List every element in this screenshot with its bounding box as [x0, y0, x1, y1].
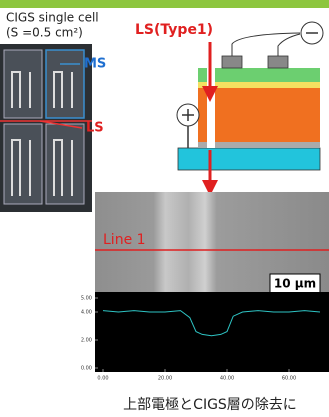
y-tick-label: 2.00: [81, 338, 92, 344]
x-tick-label: 60.00: [282, 376, 296, 382]
top-bar: [0, 0, 329, 8]
ls-label: LS: [86, 121, 104, 136]
ms-label: MS: [84, 57, 106, 72]
y-tick-label: 0.00: [81, 366, 92, 372]
figure: CIGS single cell (S =0.5 cm²) MS LS LS(T…: [0, 0, 329, 417]
profile-plot: [95, 292, 329, 372]
photo-area: (S =0.5 cm²): [6, 26, 83, 40]
scale-bar-label: 10 μm: [274, 277, 316, 291]
cell-photo: [0, 44, 92, 212]
x-tick-label: 20.00: [158, 376, 172, 382]
line-label: Line 1: [103, 232, 146, 248]
photo-title: CIGS single cell: [6, 11, 99, 25]
device-schematic: [177, 22, 323, 196]
caption: 上部電極とCIGS層の除去に: [123, 397, 297, 413]
x-tick-label: 0.00: [97, 376, 108, 382]
x-tick-label: 40.00: [220, 376, 234, 382]
y-tick-label: 5.00: [81, 296, 92, 302]
y-tick-label: 4.00: [81, 310, 92, 316]
ls-type-label: LS(Type1): [135, 22, 213, 38]
